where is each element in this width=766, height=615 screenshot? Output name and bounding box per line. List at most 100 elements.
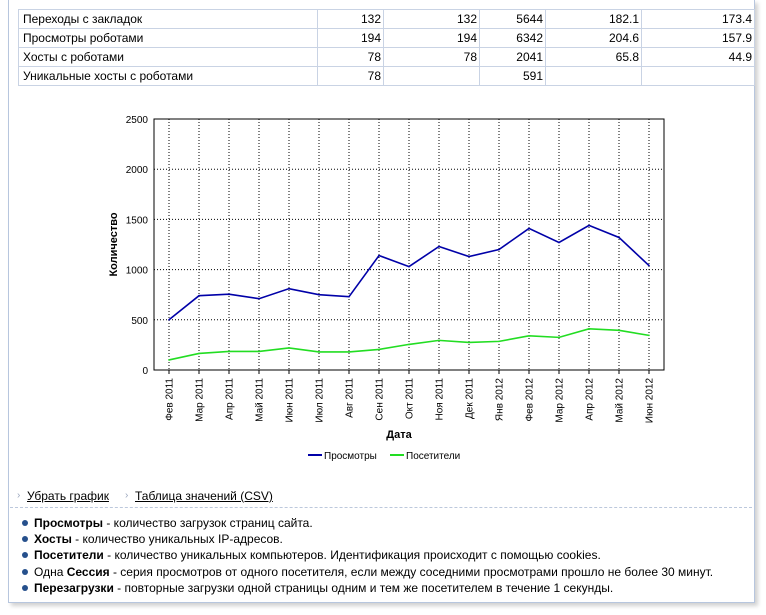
line-chart: 0 500 1000 1500 2000 2500 Фев 2011 Мар 2011 Апр …	[106, 111, 666, 464]
data-point	[318, 351, 320, 353]
table-cell: 157.9	[642, 29, 755, 48]
table-cell: 6342	[480, 29, 546, 48]
data-point	[288, 288, 290, 290]
table-row: Хосты с роботами 78 78 2041 65.8 44.9	[19, 48, 755, 67]
legend-label: Просмотры	[324, 451, 377, 462]
table-row: Уникальные хосты с роботами 78 591	[19, 67, 755, 86]
note-item: Перезагрузки - повторные загрузки одной …	[22, 580, 713, 596]
data-point	[318, 294, 320, 296]
table-cell: 78	[318, 67, 384, 86]
data-point	[648, 265, 650, 267]
row-label: Переходы с закладок	[19, 10, 318, 29]
x-axis-label: Дата	[386, 429, 412, 441]
data-point	[198, 353, 200, 355]
table-cell: 78	[384, 48, 480, 67]
table-cell: 44.9	[642, 48, 755, 67]
y-tick-label: 1500	[126, 215, 149, 226]
x-tick-label: Май 2012	[615, 378, 626, 423]
x-tick-label: Мар 2011	[195, 378, 206, 422]
data-point	[498, 249, 500, 251]
y-tick-label: 500	[131, 316, 148, 327]
table-cell	[384, 67, 480, 86]
row-label: Просмотры роботами	[19, 29, 318, 48]
table-cell	[642, 67, 755, 86]
table-cell: 173.4	[642, 10, 755, 29]
row-label: Хосты с роботами	[19, 48, 318, 67]
data-point	[498, 341, 500, 343]
data-point	[288, 347, 290, 349]
data-point	[228, 293, 230, 295]
legend-label: Посетители	[406, 451, 460, 462]
data-point	[528, 228, 530, 230]
table-cell: 132	[384, 10, 480, 29]
csv-table-link[interactable]: Таблица значений (CSV)	[135, 489, 273, 503]
note-text: - количество загрузок страниц сайта.	[103, 516, 313, 530]
stats-table: Переходы с закладок 132 132 5644 182.1 173.4 П…	[18, 9, 755, 86]
bullet-icon	[22, 569, 28, 575]
x-tick-label: Июл 2011	[315, 378, 326, 423]
y-tick-label: 0	[142, 366, 148, 377]
table-row: Просмотры роботами 194 194 6342 204.6 157.9	[19, 29, 755, 48]
arrow-icon: ›	[17, 490, 20, 501]
x-tick-label: Апр 2012	[585, 378, 596, 421]
x-tick-label: Июн 2011	[285, 378, 296, 423]
x-tick-label: Июн 2012	[645, 378, 656, 424]
y-tick-label: 2000	[126, 165, 149, 176]
note-term: Хосты	[34, 532, 72, 546]
x-tick-label: Сен 2011	[375, 378, 386, 421]
x-tick-label: Янв 2012	[495, 378, 506, 422]
note-item: Одна Сессия - серия просмотров от одного…	[22, 564, 713, 580]
data-point	[258, 298, 260, 300]
x-tick-label: Апр 2011	[225, 378, 236, 420]
data-point	[468, 256, 470, 258]
note-term: Просмотры	[34, 516, 103, 530]
x-tick-label: Май 2011	[255, 378, 266, 422]
note-text: - повторные загрузки одной страницы одни…	[114, 581, 613, 595]
data-point	[168, 319, 170, 321]
data-point	[408, 266, 410, 268]
data-point	[438, 340, 440, 342]
x-tick-label: Ноя 2011	[435, 378, 446, 421]
note-item: Посетители - количество уникальных компь…	[22, 547, 713, 563]
x-tick-label: Авг 2011	[345, 378, 356, 418]
y-tick-label: 2500	[126, 115, 149, 126]
note-term: Перезагрузки	[34, 581, 114, 595]
x-tick-label: Фев 2011	[165, 378, 176, 421]
data-point	[618, 330, 620, 332]
data-point	[558, 242, 560, 244]
data-point	[378, 349, 380, 351]
data-point	[378, 255, 380, 257]
table-cell: 2041	[480, 48, 546, 67]
bullet-icon	[22, 520, 28, 526]
remove-chart-link[interactable]: Убрать график	[27, 489, 109, 503]
table-cell: 182.1	[546, 10, 642, 29]
chart-container: 0 500 1000 1500 2000 2500 Фев 2011 Мар 2011 Апр …	[106, 111, 666, 464]
bullet-icon	[22, 585, 28, 591]
table-cell: 194	[384, 29, 480, 48]
table-cell: 194	[318, 29, 384, 48]
x-tick-label: Окт 2011	[405, 378, 416, 420]
note-item: Хосты - количество уникальных IP-адресов…	[22, 531, 713, 547]
data-point	[588, 225, 590, 227]
data-point	[528, 335, 530, 337]
bullet-icon	[22, 536, 28, 542]
x-tick-label: Фев 2012	[525, 378, 536, 422]
note-term: Посетители	[34, 548, 104, 562]
note-text: - количество уникальных компьютеров. Иде…	[104, 548, 601, 562]
data-point	[588, 328, 590, 330]
table-cell	[546, 67, 642, 86]
table-cell: 591	[480, 67, 546, 86]
table-cell: 132	[318, 10, 384, 29]
divider	[10, 507, 752, 508]
table-row: Переходы с закладок 132 132 5644 182.1 173.4	[19, 10, 755, 29]
legend-notes: Просмотры - количество загрузок страниц …	[22, 515, 713, 596]
data-point	[258, 351, 260, 353]
row-label: Уникальные хосты с роботами	[19, 67, 318, 86]
data-point	[468, 342, 470, 344]
data-point	[198, 295, 200, 297]
data-point	[648, 335, 650, 337]
table-cell: 65.8	[546, 48, 642, 67]
y-axis-label: Количество	[108, 212, 120, 276]
data-point	[228, 351, 230, 353]
bullet-icon	[22, 552, 28, 558]
